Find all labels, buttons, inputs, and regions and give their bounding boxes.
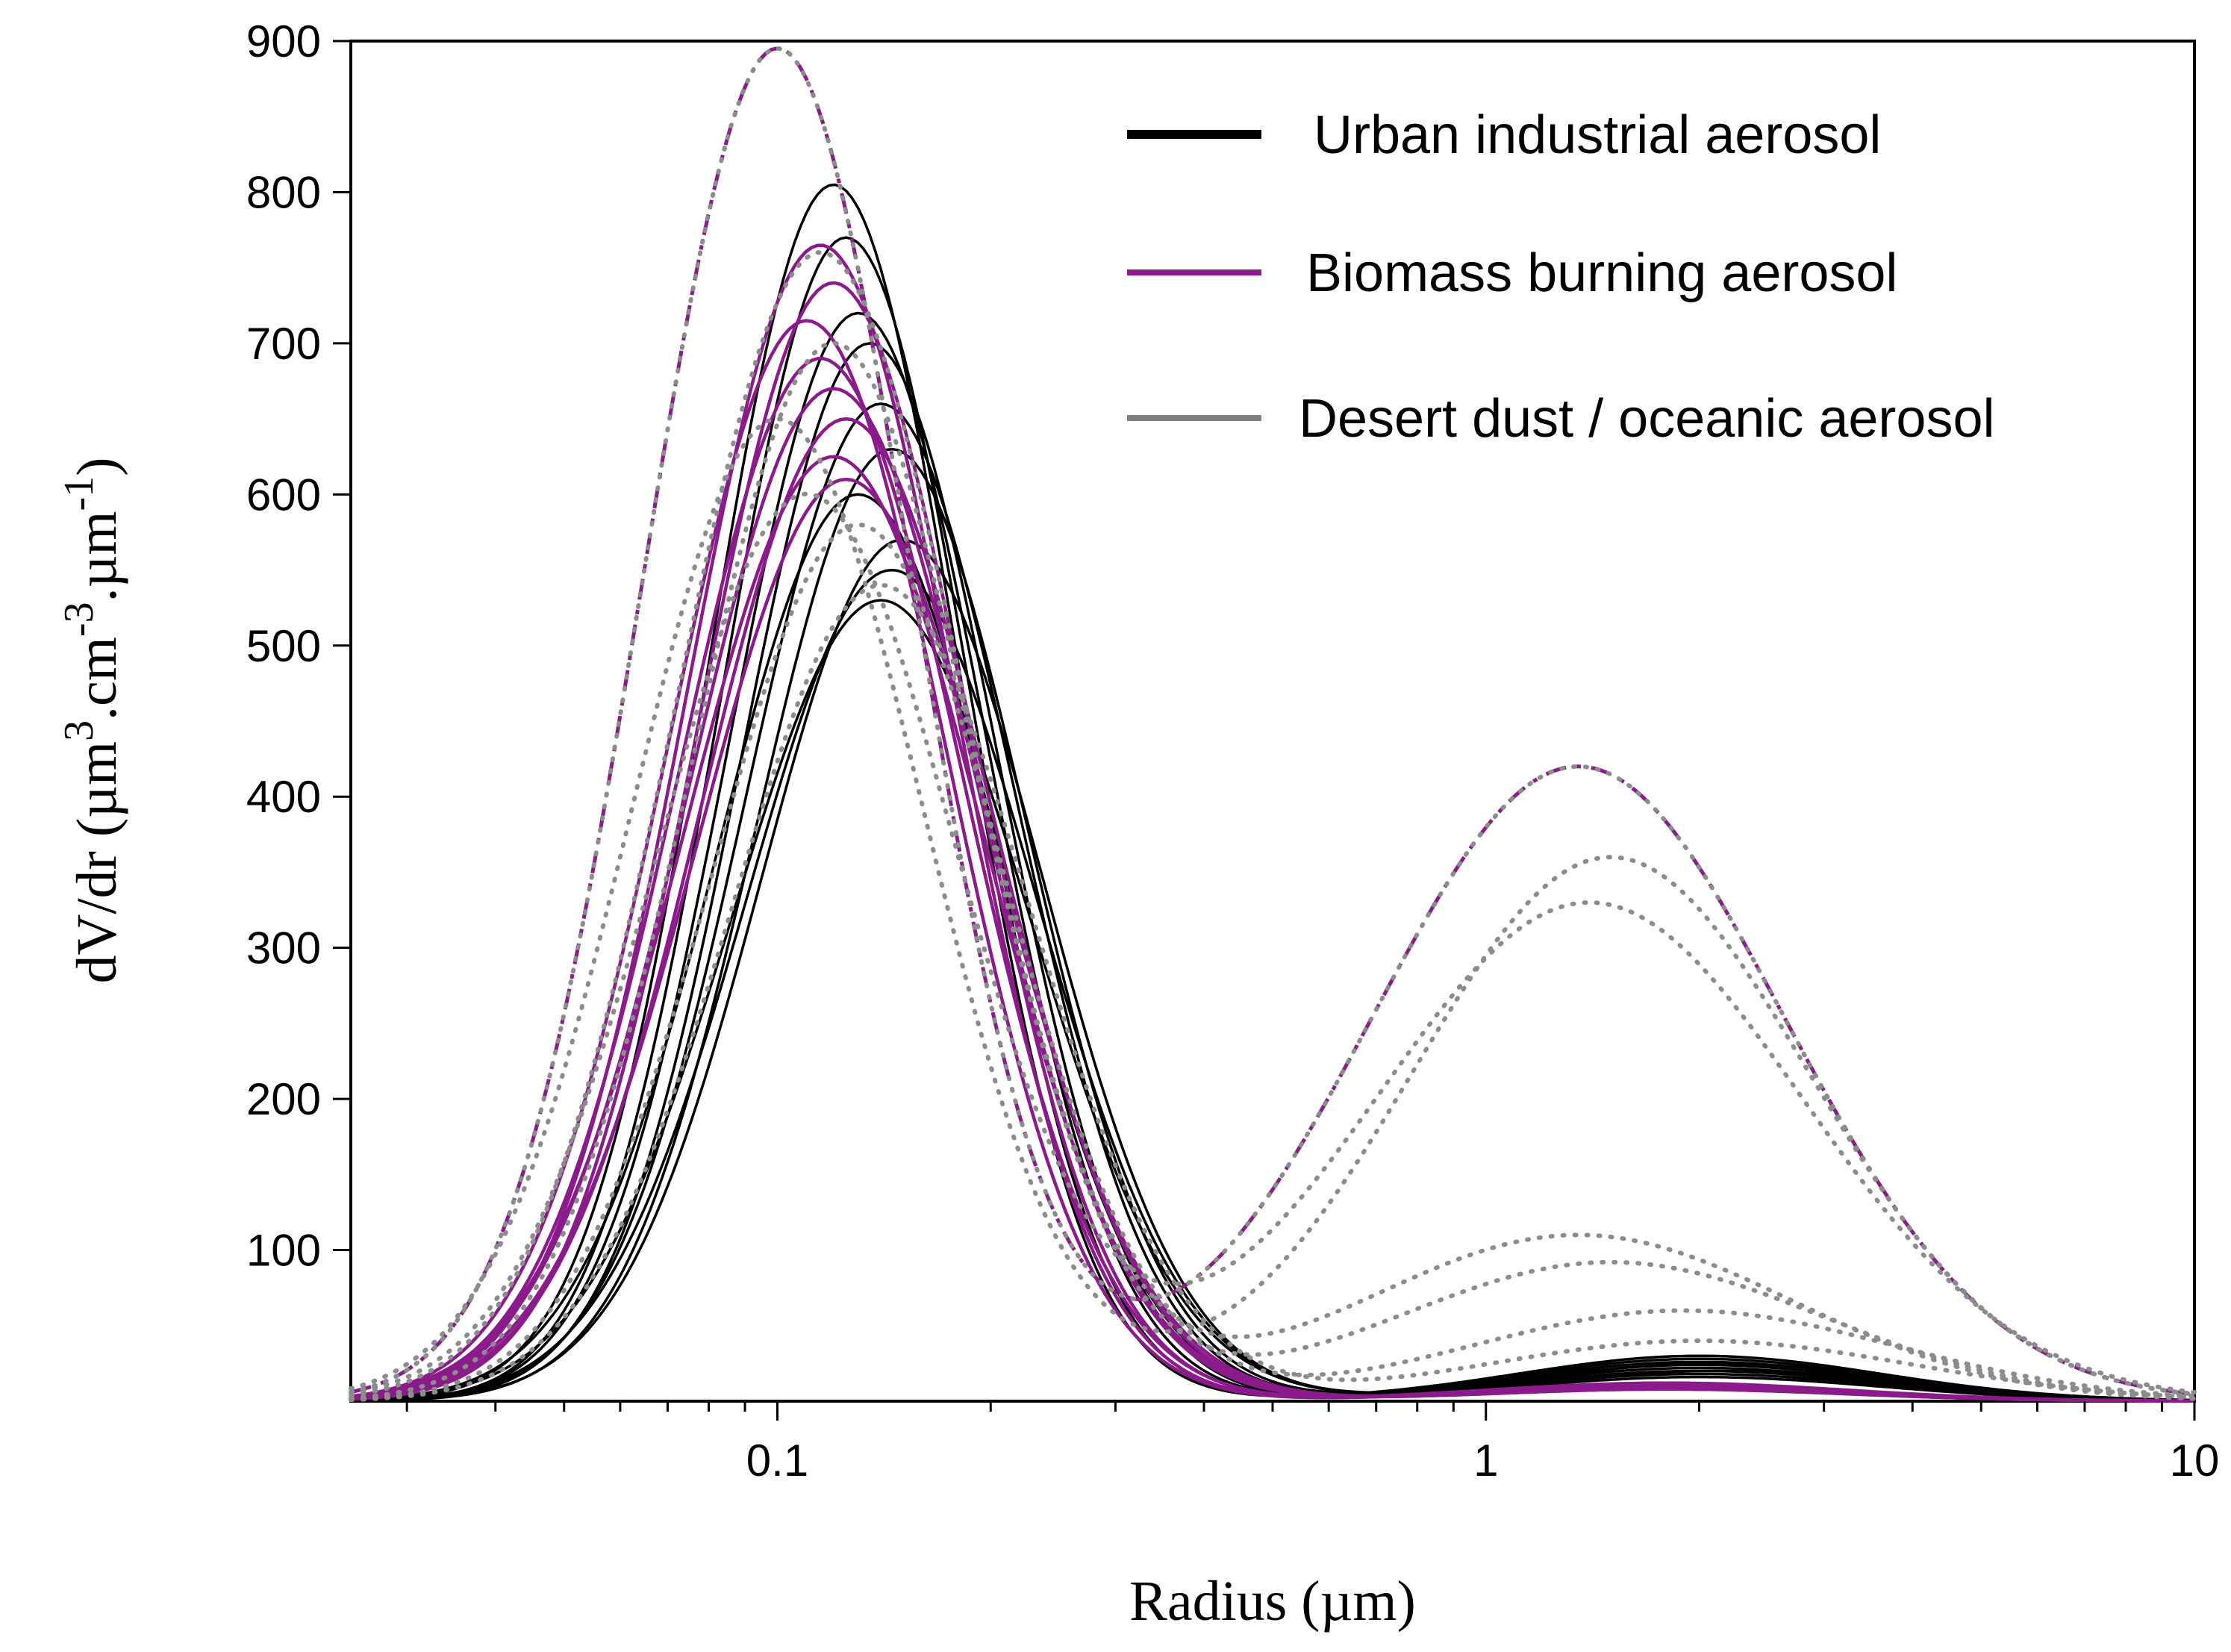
series-line-dust — [349, 582, 2197, 1403]
legend-label-urban: Urban industrial aerosol — [1314, 105, 1881, 165]
plot-frame — [349, 40, 2196, 1403]
y-tick-label: 900 — [246, 16, 321, 66]
plot-area — [349, 40, 2197, 1403]
x-tick-label: 0.1 — [746, 1436, 808, 1486]
series-line-biomass — [350, 477, 2195, 1403]
legend: Urban industrial aerosol Biomass burning… — [1127, 105, 1994, 449]
series-line-dust — [349, 340, 2197, 1400]
series-line-dust — [350, 46, 2195, 1396]
x-axis: 0.1 1 10 — [405, 1401, 2220, 1486]
y-tick-label: 300 — [246, 923, 321, 973]
y-tick-label: 100 — [246, 1226, 321, 1276]
series-group — [349, 46, 2197, 1403]
y-tick-label: 500 — [246, 621, 321, 671]
x-tick-label: 1 — [1473, 1436, 1498, 1486]
series-line-dust — [349, 491, 2197, 1396]
x-axis-title: Radius (µm) — [1129, 1570, 1416, 1633]
y-tick-label: 400 — [246, 772, 321, 822]
y-tick-label: 600 — [246, 470, 321, 520]
legend-label-dust: Desert dust / oceanic aerosol — [1299, 389, 1994, 449]
y-tick-label: 200 — [246, 1074, 321, 1124]
y-tick-label: 700 — [246, 319, 321, 369]
y-axis-title: dV/dr (µm3.cm-3.µm-1) — [56, 458, 128, 984]
series-line-urban — [350, 402, 2195, 1403]
series-line-biomass — [350, 387, 2194, 1403]
series-line-dust — [349, 522, 2197, 1402]
y-tick-label: 800 — [246, 167, 321, 217]
series-line-urban — [350, 599, 2194, 1402]
series-line-dust — [349, 416, 2197, 1397]
series-line-biomass — [350, 417, 2194, 1403]
x-tick-label: 10 — [2170, 1436, 2220, 1486]
y-axis: 100 200 300 400 500 600 700 800 900 — [246, 16, 351, 1276]
series-line-urban — [350, 538, 2195, 1403]
series-line-dust — [349, 46, 2197, 1397]
legend-label-biomass: Biomass burning aerosol — [1306, 243, 1897, 303]
